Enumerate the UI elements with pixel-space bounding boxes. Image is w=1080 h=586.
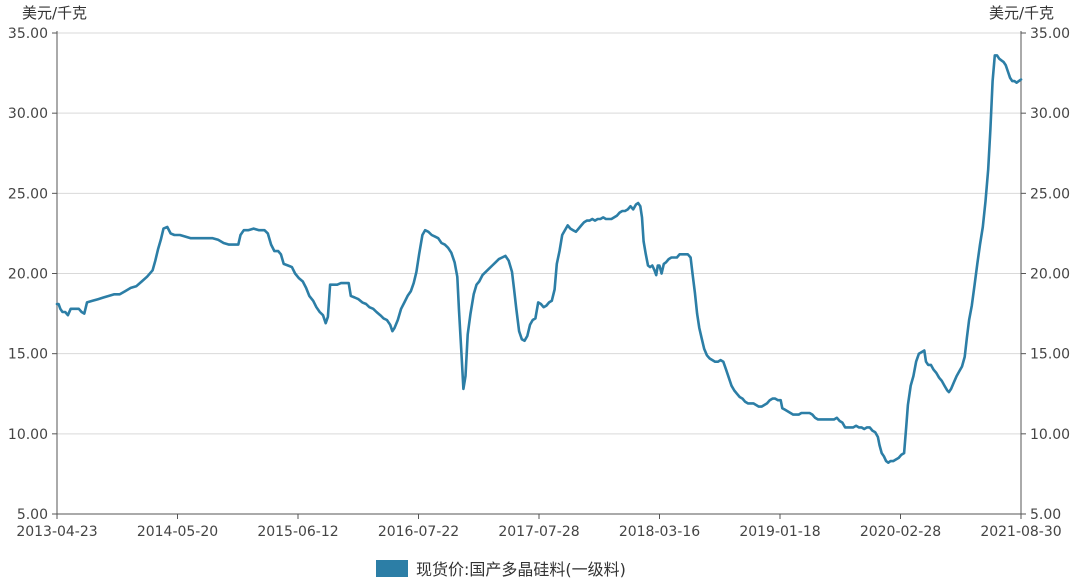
x-tick-label: 2020-02-28	[860, 524, 941, 540]
y-tick-label-right: 10.00	[1030, 427, 1070, 443]
y-tick-label-left: 20.00	[8, 267, 48, 283]
y-tick-label-left: 15.00	[8, 347, 48, 363]
y-tick-label-left: 30.00	[8, 106, 48, 122]
y-tick-label-right: 5.00	[1030, 507, 1061, 523]
y-tick-label-right: 30.00	[1030, 106, 1070, 122]
y-tick-label-right: 20.00	[1030, 267, 1070, 283]
legend[interactable]: 现货价:国产多晶硅料(一级料)	[376, 556, 626, 580]
x-tick-label: 2014-05-20	[137, 524, 218, 540]
y-tick-label-right: 15.00	[1030, 347, 1070, 363]
x-tick-label: 2015-06-12	[257, 524, 338, 540]
y-tick-label-left: 25.00	[8, 186, 48, 202]
y-tick-label-left: 5.00	[17, 507, 48, 523]
x-tick-label: 2019-01-18	[739, 524, 820, 540]
right-axis-unit: 美元/千克	[988, 4, 1054, 22]
y-tick-label-right: 25.00	[1030, 186, 1070, 202]
left-axis-unit: 美元/千克	[22, 4, 88, 22]
y-tick-label-left: 35.00	[8, 26, 48, 42]
legend-label: 现货价:国产多晶硅料(一级料)	[416, 560, 626, 579]
y-tick-label-right: 35.00	[1030, 26, 1070, 42]
series-line	[55, 54, 1023, 464]
x-tick-label: 2013-04-23	[16, 524, 97, 540]
x-tick-label: 2016-07-22	[378, 524, 459, 540]
x-tick-label: 2018-03-16	[619, 524, 700, 540]
legend-swatch	[376, 559, 408, 577]
x-tick-label: 2021-08-30	[980, 524, 1061, 540]
x-tick-label: 2017-07-28	[498, 524, 579, 540]
y-tick-label-left: 10.00	[8, 427, 48, 443]
